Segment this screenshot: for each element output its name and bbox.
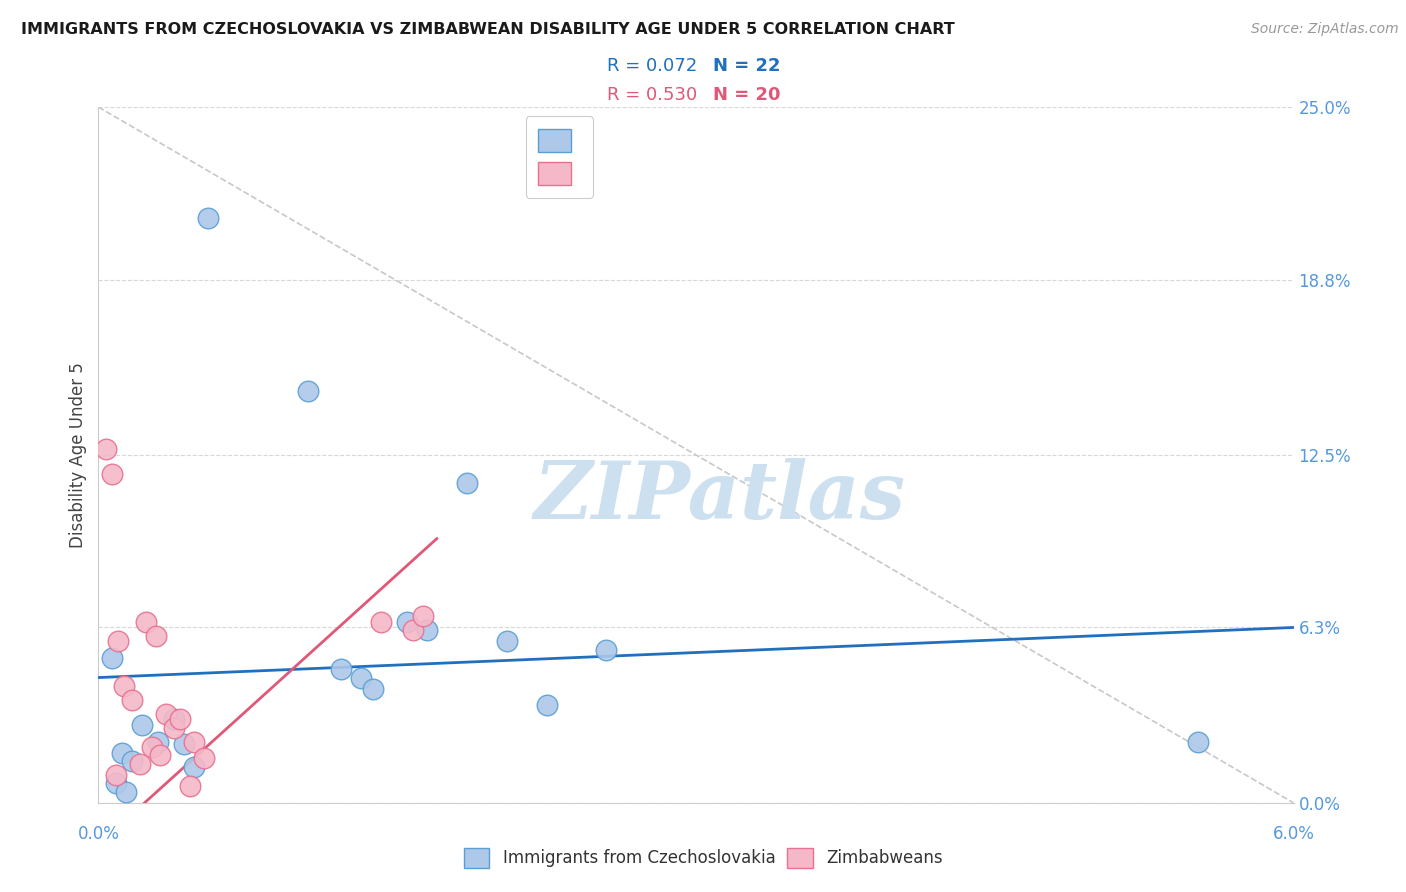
Text: N = 20: N = 20 [713,87,780,104]
Point [148,734,170,748]
Text: IMMIGRANTS FROM CZECHOSLOVAKIA VS ZIMBABWEAN DISABILITY AGE UNDER 5 CORRELATION : IMMIGRANTS FROM CZECHOSLOVAKIA VS ZIMBAB… [21,22,955,37]
Point [456,475,478,490]
Point [197,211,219,226]
Point [141,740,163,755]
Point [145,629,167,643]
Point [105,768,128,782]
Text: Immigrants from Czechoslovakia: Immigrants from Czechoslovakia [503,849,776,867]
Point [101,651,124,665]
Text: ZIPatlas: ZIPatlas [534,458,905,535]
Point [149,748,172,763]
Point [96,442,118,457]
Point [183,759,205,773]
Point [396,615,419,629]
Point [297,384,319,398]
Point [155,706,177,721]
Point [121,693,143,707]
Text: 6.0%: 6.0% [1272,825,1315,843]
Point [412,609,434,624]
Point [101,467,124,482]
Point [163,721,186,735]
Point [495,634,517,648]
Text: N = 22: N = 22 [713,57,780,75]
Text: Source: ZipAtlas.com: Source: ZipAtlas.com [1251,22,1399,37]
Text: R = 0.072: R = 0.072 [607,57,697,75]
Point [135,615,157,629]
Point [105,776,128,790]
Point [350,671,373,685]
Point [115,785,138,799]
Point [111,746,134,760]
Point [183,734,205,748]
Point [107,634,129,648]
Point [163,712,186,726]
Point [402,624,425,638]
Y-axis label: Disability Age Under 5: Disability Age Under 5 [69,362,87,548]
Point [416,624,439,638]
Point [179,779,201,793]
Point [370,615,392,629]
Point [1187,734,1209,748]
Point [330,662,353,676]
Point [193,751,215,765]
Text: 0.0%: 0.0% [77,825,120,843]
Point [361,681,384,696]
Text: R = 0.530: R = 0.530 [607,87,697,104]
Point [129,756,152,771]
Point [121,754,143,768]
Point [595,642,617,657]
Point [169,712,191,726]
Point [131,718,153,732]
Legend: , : , [526,116,592,198]
Point [112,679,135,693]
Point [173,737,195,751]
Point [536,698,558,713]
Text: Zimbabweans: Zimbabweans [827,849,943,867]
